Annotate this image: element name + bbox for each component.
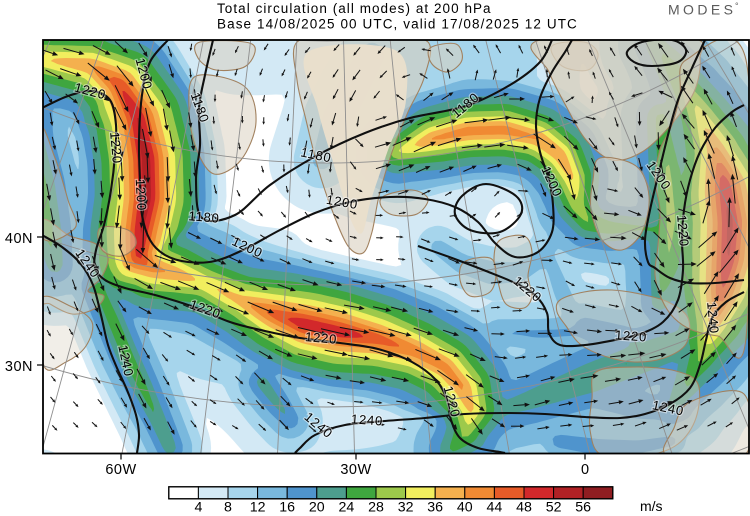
svg-text:30N: 30N bbox=[5, 359, 33, 375]
svg-text:1220: 1220 bbox=[304, 329, 337, 347]
svg-text:40N: 40N bbox=[5, 231, 33, 247]
svg-text:MODES: MODES bbox=[668, 2, 736, 18]
svg-text:1240: 1240 bbox=[351, 411, 384, 428]
svg-text:30W: 30W bbox=[340, 462, 371, 478]
svg-text:8: 8 bbox=[224, 500, 232, 516]
svg-text:56: 56 bbox=[575, 500, 591, 516]
svg-text:60W: 60W bbox=[105, 462, 136, 478]
svg-text:m/s: m/s bbox=[640, 498, 663, 514]
svg-text:36: 36 bbox=[427, 500, 443, 516]
svg-text:1180: 1180 bbox=[188, 208, 220, 226]
svg-text:52: 52 bbox=[546, 500, 562, 516]
svg-text:12: 12 bbox=[250, 500, 266, 516]
svg-text:1220: 1220 bbox=[615, 327, 648, 344]
svg-text:1200: 1200 bbox=[325, 192, 359, 212]
svg-text:16: 16 bbox=[279, 500, 295, 516]
svg-text:1220: 1220 bbox=[107, 131, 125, 164]
svg-text:Base 14/08/2025 00 UTC, valid: Base 14/08/2025 00 UTC, valid 17/08/2025… bbox=[217, 17, 578, 32]
svg-text:1240: 1240 bbox=[704, 301, 722, 334]
svg-text:44: 44 bbox=[487, 500, 503, 516]
svg-text:40: 40 bbox=[457, 500, 473, 516]
svg-text:48: 48 bbox=[516, 500, 532, 516]
svg-text:28: 28 bbox=[368, 500, 384, 516]
svg-text:°: ° bbox=[735, 1, 739, 11]
svg-text:20: 20 bbox=[309, 500, 325, 516]
svg-text:Total circulation (all modes): Total circulation (all modes) at 200 hPa bbox=[217, 1, 492, 16]
svg-text:32: 32 bbox=[398, 500, 414, 516]
svg-text:1220: 1220 bbox=[674, 214, 692, 247]
svg-text:0: 0 bbox=[581, 462, 589, 478]
svg-text:24: 24 bbox=[339, 500, 355, 516]
svg-text:4: 4 bbox=[194, 500, 202, 516]
svg-text:1200: 1200 bbox=[133, 179, 150, 212]
